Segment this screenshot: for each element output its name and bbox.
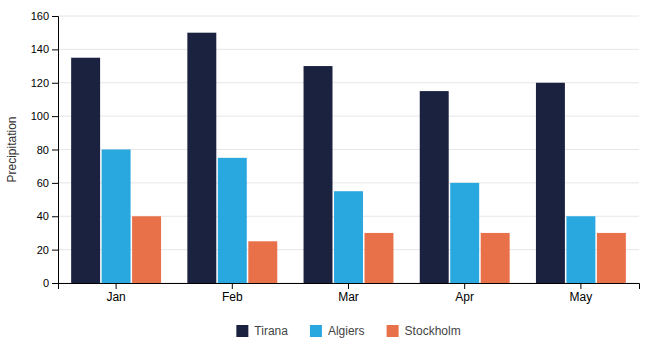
x-tick-label: May bbox=[570, 290, 593, 304]
y-tick-mark bbox=[52, 183, 58, 184]
y-tick-mark bbox=[52, 150, 58, 151]
legend-item: Tirana bbox=[236, 324, 288, 338]
y-tick-mark bbox=[52, 250, 58, 251]
x-tick-label: Mar bbox=[338, 290, 359, 304]
legend-item: Algiers bbox=[310, 324, 365, 338]
legend-label: Tirana bbox=[254, 324, 288, 338]
grid-line bbox=[58, 49, 639, 50]
bar bbox=[71, 58, 100, 283]
grid-line bbox=[58, 16, 639, 17]
bar bbox=[132, 216, 161, 283]
y-tick-label: 40 bbox=[37, 210, 49, 222]
y-tick-mark bbox=[52, 16, 58, 17]
y-tick: 140 bbox=[31, 43, 58, 55]
x-tick: Jan bbox=[106, 283, 125, 304]
bars bbox=[71, 33, 626, 283]
bar bbox=[597, 233, 626, 283]
bar bbox=[102, 150, 131, 284]
x-tick: Mar bbox=[338, 283, 359, 304]
x-tick-label: Feb bbox=[222, 290, 243, 304]
legend-swatch bbox=[310, 325, 322, 337]
x-tick: Apr bbox=[455, 283, 474, 304]
y-tick-label: 60 bbox=[37, 177, 49, 189]
x-tick-mark bbox=[348, 283, 349, 289]
legend-item: Stockholm bbox=[387, 324, 461, 338]
bar bbox=[304, 66, 333, 283]
y-axis: 0 20 40 60 80 100 120 140 160 bbox=[31, 10, 59, 289]
bar bbox=[365, 233, 394, 283]
x-tick-mark bbox=[116, 283, 117, 289]
legend-swatch bbox=[236, 325, 248, 337]
bar-series bbox=[71, 33, 565, 283]
y-tick-label: 140 bbox=[31, 43, 49, 55]
legend-label: Algiers bbox=[328, 324, 365, 338]
bar bbox=[334, 191, 363, 283]
bar-series bbox=[102, 150, 596, 284]
bar bbox=[187, 33, 216, 283]
chart-svg: 0 20 40 60 80 100 120 140 160 Jan Feb Mar Apr May Prec… bbox=[0, 0, 655, 355]
x-tick-mark bbox=[464, 283, 465, 289]
grid bbox=[58, 16, 639, 283]
x-tick: Feb bbox=[222, 283, 243, 304]
y-tick-mark bbox=[52, 116, 58, 117]
x-tick-mark bbox=[232, 283, 233, 289]
legend-swatch bbox=[387, 325, 399, 337]
y-tick: 100 bbox=[31, 110, 58, 122]
x-tick-label: Jan bbox=[106, 290, 125, 304]
y-axis-line bbox=[52, 17, 59, 284]
bar bbox=[248, 241, 277, 283]
bar-series bbox=[132, 216, 626, 283]
y-tick-mark bbox=[52, 83, 58, 84]
x-axis: Jan Feb Mar Apr May bbox=[59, 283, 640, 304]
y-tick: 60 bbox=[37, 177, 58, 189]
y-tick-label: 80 bbox=[37, 144, 49, 156]
legend: Tirana Algiers Stockholm bbox=[236, 324, 460, 338]
x-tick-label: Apr bbox=[455, 290, 474, 304]
bar bbox=[536, 83, 565, 283]
bar bbox=[218, 158, 247, 283]
bar bbox=[481, 233, 510, 283]
y-axis-title: Precipitation bbox=[5, 116, 19, 182]
y-tick-label: 160 bbox=[31, 10, 49, 22]
x-tick-mark bbox=[580, 283, 581, 289]
y-tick-mark bbox=[52, 49, 58, 50]
legend-label: Stockholm bbox=[405, 324, 461, 338]
y-tick: 40 bbox=[37, 210, 58, 222]
x-axis-line bbox=[59, 284, 640, 290]
plot-area: 0 20 40 60 80 100 120 140 160 Jan Feb Mar Apr May bbox=[31, 10, 640, 304]
bar bbox=[420, 91, 449, 283]
y-tick: 120 bbox=[31, 77, 58, 89]
y-tick-label: 0 bbox=[43, 277, 49, 289]
y-tick: 0 bbox=[43, 277, 58, 289]
y-tick-label: 120 bbox=[31, 77, 49, 89]
x-tick: May bbox=[570, 283, 593, 304]
y-tick-mark bbox=[52, 216, 58, 217]
bar bbox=[566, 216, 595, 283]
y-tick-label: 20 bbox=[37, 244, 49, 256]
y-tick: 160 bbox=[31, 10, 58, 22]
y-tick-mark bbox=[52, 283, 58, 284]
y-tick: 80 bbox=[37, 144, 58, 156]
y-tick-label: 100 bbox=[31, 110, 49, 122]
y-tick: 20 bbox=[37, 244, 58, 256]
bar bbox=[450, 183, 479, 283]
